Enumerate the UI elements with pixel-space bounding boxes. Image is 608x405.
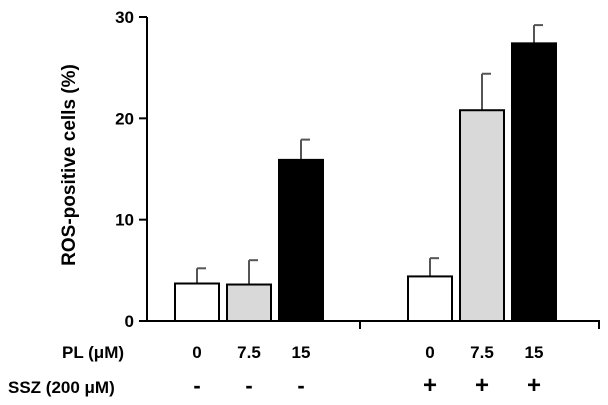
ssz-value-label: + [475,372,489,399]
y-tick-label: 20 [115,109,134,128]
pl-row-label: PL (μM) [62,343,124,362]
ssz-row-label: SSZ (200 μM) [8,378,115,397]
pl-value-label: 7.5 [470,343,494,362]
bar [278,158,324,322]
y-axis: 0 10 20 30 [115,8,148,331]
ssz-value-label: - [193,373,200,398]
y-tick-label: 0 [125,312,134,331]
y-tick-label: 30 [115,8,134,27]
x-category-labels: 0 - 7.5 - 15 - 0 +7.5 +15 + [192,343,543,399]
ssz-value-label: - [245,373,252,398]
pl-value-label: 7.5 [237,343,261,362]
y-axis-label: ROS-positive cells (%) [59,64,80,266]
y-tick-label: 10 [115,211,134,230]
pl-value-label: 15 [525,343,544,362]
pl-value-label: 15 [292,343,311,362]
bar [174,282,220,322]
bar [511,42,557,322]
bar [459,109,505,322]
ssz-value-label: - [297,373,304,398]
pl-value-label: 0 [192,343,201,362]
bar [226,283,272,322]
bars [174,24,557,322]
ssz-value-label: + [423,372,437,399]
pl-value-label: 0 [425,343,434,362]
ssz-value-label: + [527,372,541,399]
bar [407,275,453,322]
x-axis [147,320,600,329]
